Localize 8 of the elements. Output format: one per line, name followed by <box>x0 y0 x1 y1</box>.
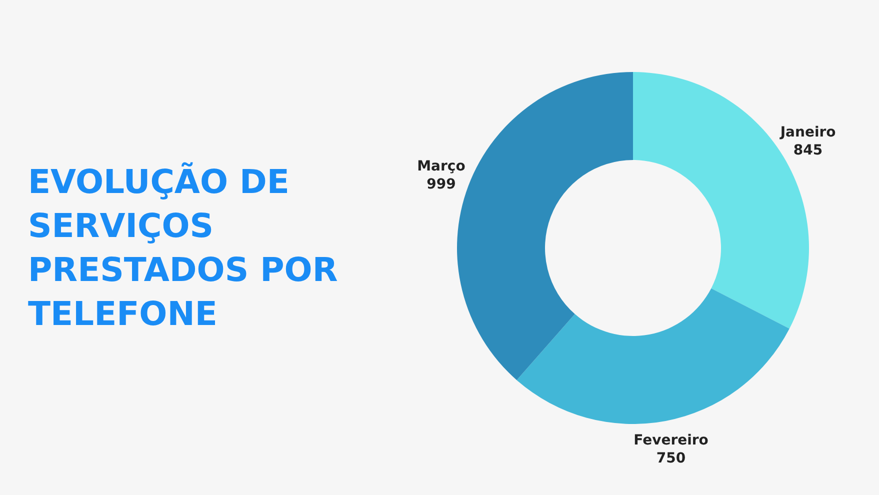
donut-slice <box>516 288 790 424</box>
slice-label: Fevereiro <box>634 432 709 448</box>
data-label: 999 <box>426 176 456 193</box>
text: EVOLUÇÃO DE SERVIÇOS PRESTADOS POR TELEFONE <box>28 161 339 335</box>
slice-label: Janeiro <box>779 124 836 140</box>
data-label: 845 <box>793 142 823 158</box>
data-label: 750 <box>656 450 686 466</box>
slice-label: Março <box>417 158 466 175</box>
